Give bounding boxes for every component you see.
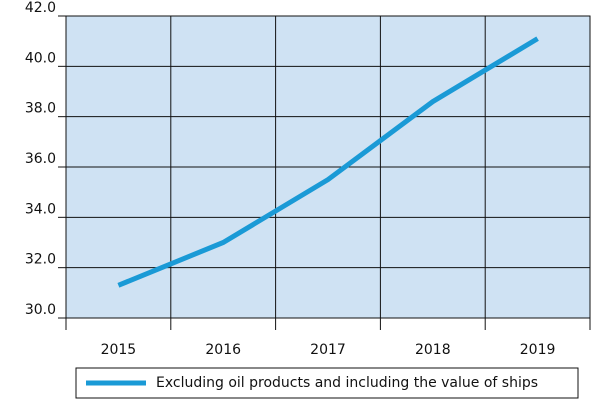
- x-tick-label: 2018: [415, 342, 451, 358]
- x-tick-label: 2019: [520, 342, 556, 358]
- y-tick-label: 30.0: [25, 302, 56, 318]
- legend-box: [75, 367, 579, 399]
- y-tick-label: 34.0: [25, 201, 56, 217]
- legend-label: Excluding oil products and including the…: [156, 375, 538, 391]
- y-tick-label: 36.0: [25, 151, 56, 167]
- x-tick-label: 2016: [205, 342, 241, 358]
- y-tick-label: 32.0: [25, 252, 56, 268]
- line-series: [117, 36, 539, 288]
- y-tick-label: 38.0: [25, 101, 56, 117]
- x-tick-label: 2015: [101, 342, 137, 358]
- y-tick-label: 42.0: [25, 0, 56, 16]
- y-tick-label: 40.0: [25, 50, 56, 66]
- x-tick-label: 2017: [310, 342, 346, 358]
